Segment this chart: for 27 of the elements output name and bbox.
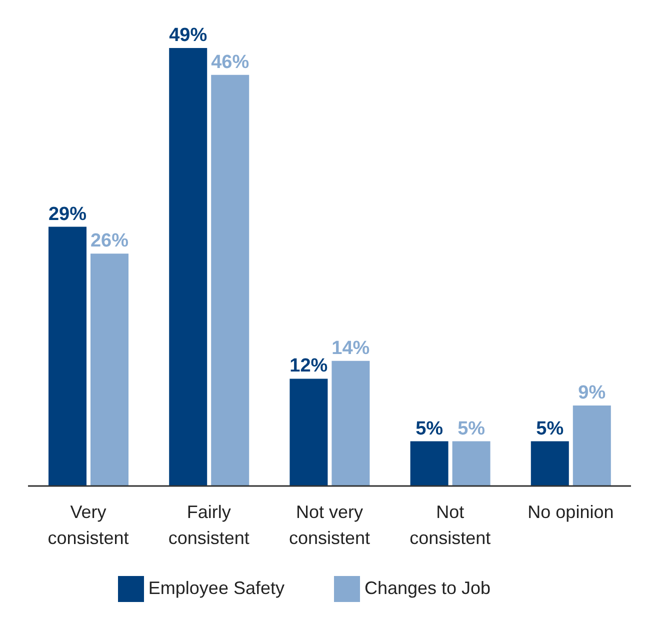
bar <box>572 406 611 486</box>
data-label: 14% <box>332 338 370 359</box>
bar <box>290 378 328 486</box>
bar <box>530 441 569 486</box>
data-label: 12% <box>290 356 328 377</box>
x-tick-label: No opinion <box>528 502 614 522</box>
bar <box>48 226 86 486</box>
data-label: 9% <box>578 382 606 404</box>
data-label: 5% <box>458 418 486 440</box>
data-label: 5% <box>416 418 444 440</box>
data-label: 5% <box>536 418 564 440</box>
data-label: 49% <box>169 25 208 46</box>
bar <box>90 254 128 486</box>
legend-label: Employee Safety <box>148 578 284 598</box>
data-label: 29% <box>48 204 87 225</box>
legend-label: Changes to Job <box>364 578 491 598</box>
bar <box>410 441 448 486</box>
x-tick-label: Not consistent <box>410 502 491 548</box>
bar <box>332 360 370 486</box>
data-label: 46% <box>211 52 250 73</box>
bar <box>211 74 250 486</box>
x-tick-label: Fairly consistent <box>168 502 250 548</box>
x-tick-label: Very consistent <box>48 502 129 548</box>
bar <box>169 48 208 486</box>
x-tick-label: Not very consistent <box>288 502 370 548</box>
data-label: 26% <box>90 230 129 252</box>
bar <box>452 441 490 486</box>
